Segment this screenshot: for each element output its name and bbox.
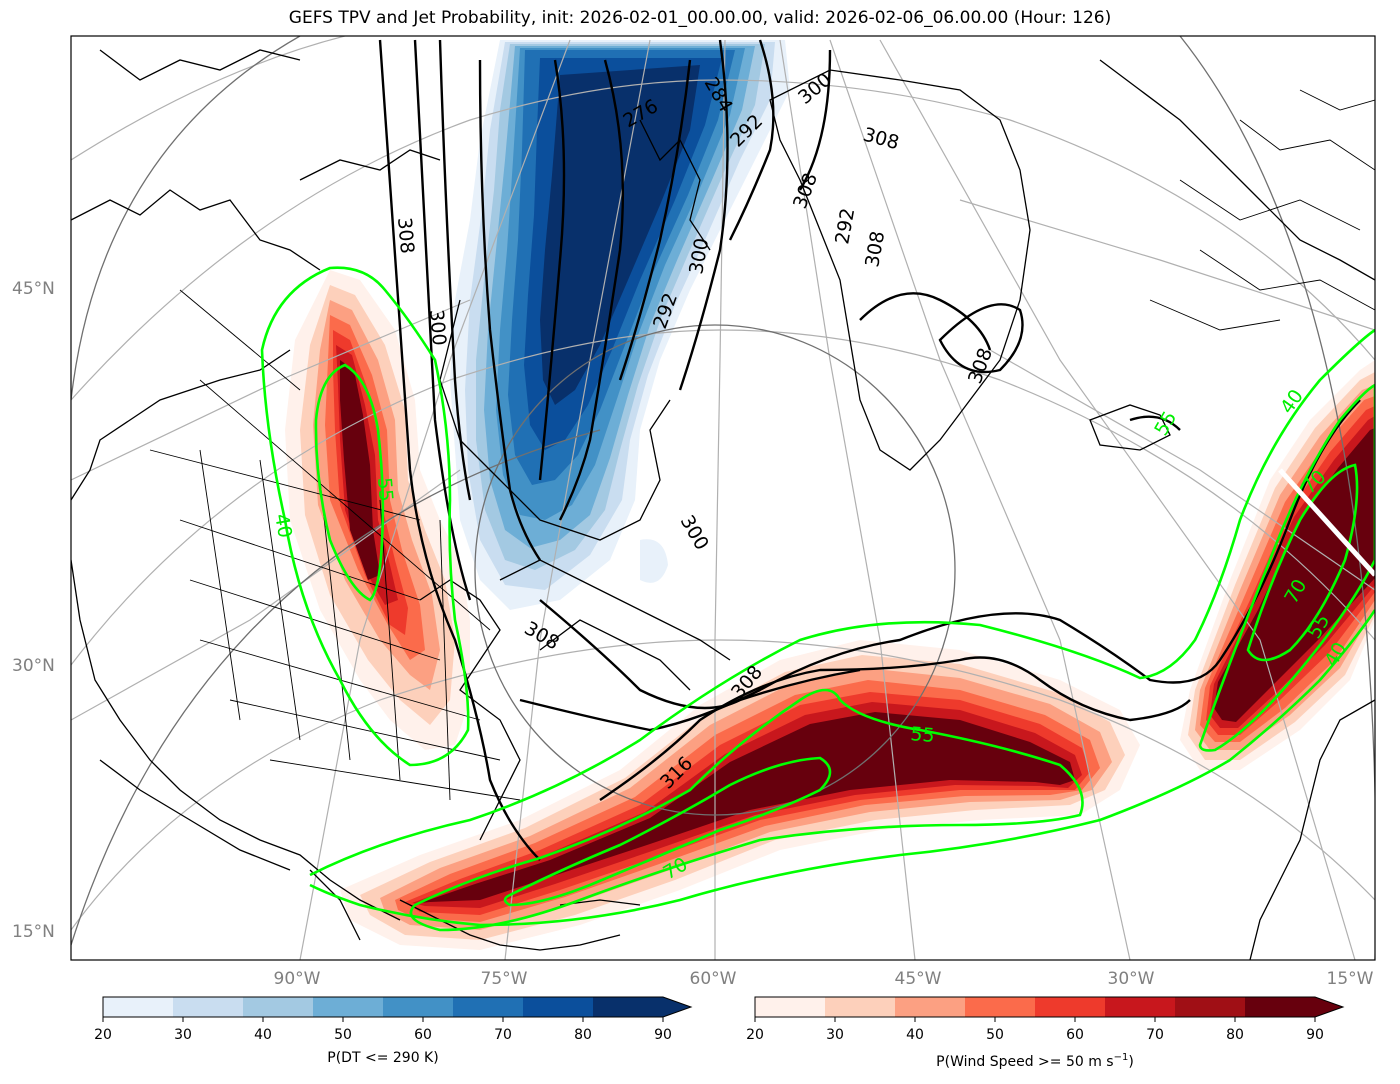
colorbar-dt-tick-label: 80 xyxy=(574,1027,592,1043)
colorbar-dt-swatch xyxy=(523,997,594,1017)
graticule xyxy=(71,36,1375,960)
colorbar-dt-swatch xyxy=(103,997,174,1017)
colorbar-dt-tick-label: 60 xyxy=(414,1027,432,1043)
colorbar-dt-tick-label: 30 xyxy=(174,1027,192,1043)
colorbar-dt-swatch xyxy=(313,997,384,1017)
dt-label: 300 xyxy=(425,309,450,347)
jet-label: 40 xyxy=(270,512,296,540)
colorbar-wind-tick-label: 40 xyxy=(906,1027,924,1043)
map-artifact-line xyxy=(1278,468,1375,577)
map-frame xyxy=(70,35,1376,961)
jet-contours xyxy=(260,266,1375,932)
colorbar-dt-tick-label: 50 xyxy=(334,1027,352,1043)
colorbar-wind-label: P(Wind Speed >= 50 m s−1) xyxy=(936,1052,1134,1070)
colorbar-wind-swatch xyxy=(965,997,1036,1017)
colorbar-wind-outline xyxy=(754,996,1345,1018)
colorbar-wind-tick-label: 20 xyxy=(746,1027,764,1043)
coastlines xyxy=(71,49,1375,960)
longitude-labels: 90°W 75°W 60°W 45°W 30°W 15°W xyxy=(274,969,1374,989)
colorbar-wind-swatch xyxy=(895,997,966,1017)
lon-label-45w: 45°W xyxy=(895,969,942,989)
colorbar-dt-swatch xyxy=(243,997,314,1017)
colorbar-dt-swatch xyxy=(383,997,454,1017)
colorbar-dt-tick-label: 90 xyxy=(654,1027,672,1043)
colorbar-wind-swatch xyxy=(825,997,896,1017)
dt-label: 308 xyxy=(393,217,418,255)
lon-label-90w: 90°W xyxy=(274,969,321,989)
lon-label-30w: 30°W xyxy=(1108,969,1155,989)
colorbar-dt-label: P(DT <= 290 K) xyxy=(327,1050,438,1066)
colorbar-dt-tick-label: 70 xyxy=(494,1027,512,1043)
colorbar-wind-tick-label: 80 xyxy=(1226,1027,1244,1043)
jet-label: 55 xyxy=(910,723,936,747)
lat-label-30n: 30°N xyxy=(12,656,55,676)
colorbar-dt-swatch xyxy=(453,997,524,1017)
lon-label-60w: 60°W xyxy=(690,969,737,989)
colorbar-wind-swatch xyxy=(1245,997,1343,1017)
colorbar-wind-swatch xyxy=(755,997,826,1017)
colorbar-wind-tick-label: 60 xyxy=(1066,1027,1084,1043)
dt-theta-contours xyxy=(378,39,1361,861)
latitude-labels: 45°N 30°N 15°N xyxy=(12,279,55,942)
jet-label: 55 xyxy=(373,477,397,503)
colorbar-dt-outline xyxy=(102,996,693,1018)
colorbar-dt-tick-label: 40 xyxy=(254,1027,272,1043)
colorbar-wind-swatch xyxy=(1105,997,1176,1017)
lat-label-15n: 15°N xyxy=(12,922,55,942)
colorbar-wind-tick-label: 30 xyxy=(826,1027,844,1043)
lat-label-45n: 45°N xyxy=(12,279,55,299)
colorbar-dt: 20 30 40 50 60 70 80 90 xyxy=(94,996,693,1043)
colorbar-wind-swatch xyxy=(1035,997,1106,1017)
colorbar-wind-tick-label: 50 xyxy=(986,1027,1004,1043)
colorbar-wind-swatch xyxy=(1175,997,1246,1017)
colorbar-wind-tick-label: 90 xyxy=(1306,1027,1324,1043)
colorbar-wind-tick-label: 70 xyxy=(1146,1027,1164,1043)
colorbar-dt-swatch xyxy=(593,997,691,1017)
colorbar-dt-swatch xyxy=(173,997,244,1017)
map-title: GEFS TPV and Jet Probability, init: 2026… xyxy=(288,8,1112,28)
colorbar-dt-tick-label: 20 xyxy=(94,1027,112,1043)
lon-label-75w: 75°W xyxy=(481,969,528,989)
lon-label-15w: 15°W xyxy=(1327,969,1374,989)
map-content: 284 276 292 308 300 292 308 300 308 308 … xyxy=(71,36,1375,960)
colorbar-wind: 20 30 40 50 60 70 80 90 xyxy=(746,996,1345,1043)
